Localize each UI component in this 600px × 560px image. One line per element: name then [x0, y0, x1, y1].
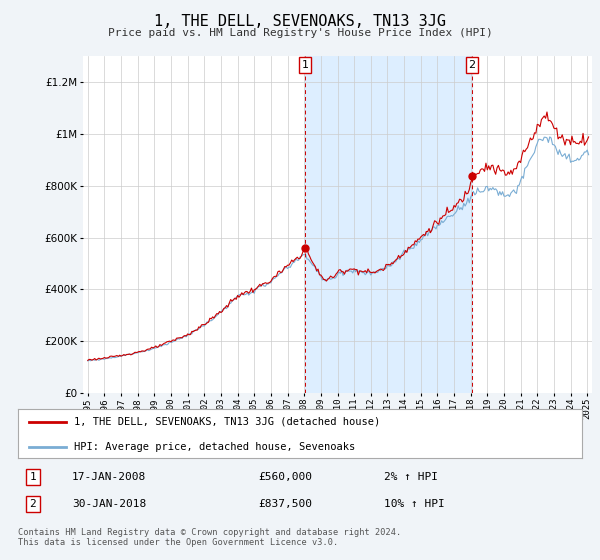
Text: 30-JAN-2018: 30-JAN-2018 [72, 499, 146, 509]
Text: £837,500: £837,500 [258, 499, 312, 509]
Text: 2% ↑ HPI: 2% ↑ HPI [384, 472, 438, 482]
Text: 1: 1 [301, 60, 308, 70]
Text: 2: 2 [469, 60, 476, 70]
Text: HPI: Average price, detached house, Sevenoaks: HPI: Average price, detached house, Seve… [74, 442, 356, 452]
Text: Contains HM Land Registry data © Crown copyright and database right 2024.
This d: Contains HM Land Registry data © Crown c… [18, 528, 401, 547]
Text: £560,000: £560,000 [258, 472, 312, 482]
Text: 1: 1 [29, 472, 37, 482]
Bar [305, 56, 472, 393]
Text: 1, THE DELL, SEVENOAKS, TN13 3JG (detached house): 1, THE DELL, SEVENOAKS, TN13 3JG (detach… [74, 417, 380, 427]
Text: 2: 2 [29, 499, 37, 509]
Text: 17-JAN-2008: 17-JAN-2008 [72, 472, 146, 482]
Text: 1, THE DELL, SEVENOAKS, TN13 3JG: 1, THE DELL, SEVENOAKS, TN13 3JG [154, 14, 446, 29]
Text: 10% ↑ HPI: 10% ↑ HPI [384, 499, 445, 509]
Text: Price paid vs. HM Land Registry's House Price Index (HPI): Price paid vs. HM Land Registry's House … [107, 28, 493, 38]
